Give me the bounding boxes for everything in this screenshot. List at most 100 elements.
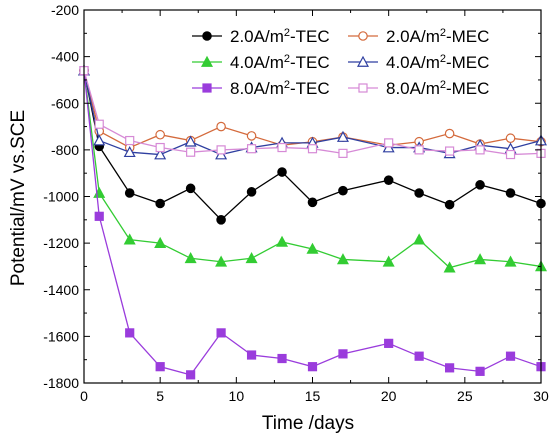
data-point [123,233,136,245]
plot-area [77,64,548,380]
data-point [474,253,487,265]
y-tick-label: -1200 [43,235,79,251]
data-point [444,128,455,139]
data-point [504,255,517,267]
series-line [83,70,542,156]
data-point [123,145,136,158]
data-point [277,142,287,153]
data-point [216,121,226,132]
data-point [216,145,226,155]
data-point [445,363,455,373]
legend-label: 4.0A/m2-MEC [386,53,489,72]
legend-label: 8.0A/m2-MEC [386,79,489,98]
data-point [414,351,424,361]
data-point [186,147,196,157]
data-point [125,135,135,146]
legend-label: 2.0A/m2-MEC [386,27,489,46]
data-point [124,188,135,198]
data-point [505,351,516,361]
data-point [443,261,456,273]
legend-marker [358,83,368,93]
data-point [155,198,165,209]
x-tick-label: 15 [305,388,321,404]
legend-label: 4.0A/m2-TEC [230,53,330,72]
series-line [83,70,542,156]
legend: 2.0A/m2-TEC 2.0A/m2-MEC 4.0A/m2-TEC 4.0A/m2… [192,27,489,98]
legend-item-1: 2.0A/m2-TEC [192,27,330,46]
data-point [93,134,106,146]
data-point [382,255,395,267]
data-point [336,130,349,142]
y-axis-title: Potential/mV vs.SCE [8,110,29,286]
data-point [505,149,516,160]
data-point [216,215,226,225]
legend-item-4: 4.0A/m2-MEC [348,53,489,72]
data-point [444,199,455,210]
legend-item-3: 4.0A/m2-TEC [192,53,330,72]
data-point [246,350,257,360]
data-point [155,129,165,140]
y-tick-label: -1000 [43,189,79,205]
data-point [277,353,287,364]
data-point [185,183,196,194]
data-point [94,211,104,221]
x-tick-label: 20 [381,388,397,404]
data-point [277,167,287,177]
legend-marker [202,83,212,93]
data-point [246,131,257,141]
y-tick-label: -200 [51,2,79,18]
legend-marker [202,31,212,41]
data-point [307,144,318,154]
data-point [338,185,348,196]
data-point [307,362,318,372]
data-point [338,148,348,158]
y-tick-label: -800 [51,142,79,158]
data-point [306,242,319,254]
legend-item-6: 8.0A/m2-MEC [348,79,489,98]
series-line [83,70,542,269]
data-point [246,187,257,197]
data-point [445,146,455,156]
data-point [383,175,394,185]
data-point [384,338,394,348]
x-tick-label: 0 [80,388,88,404]
legend-item-2: 2.0A/m2-MEC [348,27,489,46]
data-point [338,349,348,359]
data-point [184,252,197,264]
data-point [336,253,349,265]
data-point [154,236,167,248]
series-line [83,70,542,376]
x-tick-label: 5 [156,388,164,404]
axes: 0 5 10 15 20 25 30 -200 -400 -600 -800 -1000 -1200 -1… [43,2,549,404]
series-line [83,70,542,221]
data-point [155,362,165,372]
data-point [505,133,516,144]
y-tick-label: -1600 [43,328,79,344]
legend-marker [200,55,214,67]
data-point [93,186,106,198]
x-tick-label: 10 [229,388,245,404]
data-point [475,180,485,190]
data-point [186,370,196,380]
legend-marker [358,31,368,41]
data-point [414,188,424,198]
data-point [276,235,289,247]
data-point [475,366,485,376]
data-point [413,233,426,245]
series-5 [79,66,546,380]
data-point [184,135,197,147]
data-point [125,328,135,338]
x-tick-label: 25 [457,388,473,404]
data-point [215,255,228,267]
data-point [505,188,516,198]
data-point [307,197,318,208]
x-axis-title: Time /days [262,413,354,434]
series-1 [79,65,546,225]
y-tick-label: -600 [51,95,79,111]
data-point [154,148,167,160]
y-tick-label: -1800 [43,375,79,391]
data-point [414,145,424,155]
data-point [475,145,485,155]
data-point [246,144,257,154]
